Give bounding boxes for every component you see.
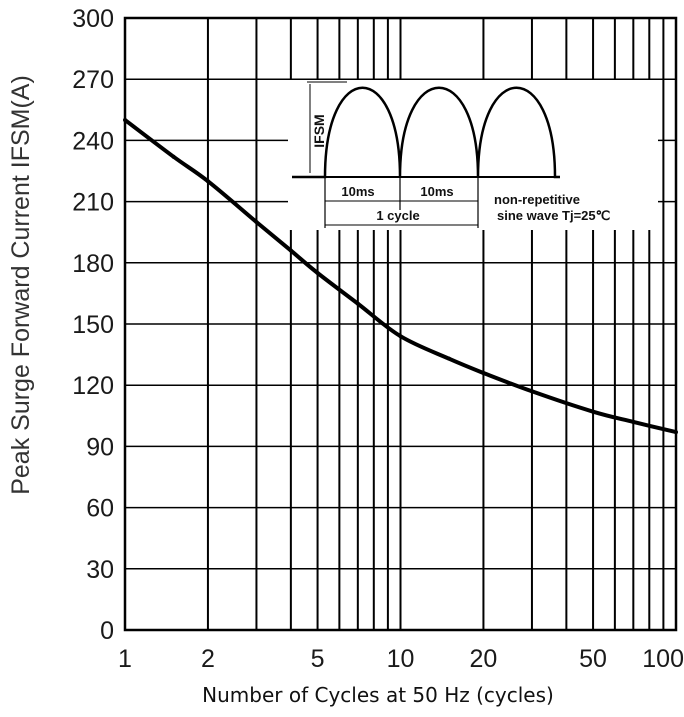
data-point: [205, 179, 210, 184]
y-tick-label: 90: [86, 433, 114, 461]
y-tick-label: 180: [72, 250, 114, 278]
series-line: [123, 118, 677, 435]
y-tick-label: 210: [72, 189, 114, 217]
y-tick-label: 300: [72, 5, 114, 33]
data-point: [447, 356, 452, 361]
data-point: [171, 154, 176, 159]
x-tick-label: 100: [642, 645, 684, 673]
inset-cycle-label: 1 cycle: [376, 208, 419, 223]
data-point: [529, 389, 534, 394]
inset-background: [288, 80, 658, 230]
data-point: [254, 220, 259, 224]
inset-interval-1: 10ms: [341, 184, 374, 199]
x-tick-label: 50: [579, 645, 607, 673]
data-point: [315, 271, 320, 275]
data-point: [288, 248, 293, 253]
x-tick-label: 1: [118, 645, 132, 673]
y-tick-label: 120: [72, 372, 114, 400]
y-tick-label: 30: [86, 556, 114, 584]
x-tick-label: 5: [311, 645, 325, 673]
x-tick-label: 10: [387, 645, 415, 673]
inset-note-line2: sine wave Tj=25℃: [497, 208, 610, 223]
x-axis-label: Number of Cycles at 50 Hz (cycles): [202, 683, 554, 707]
y-tick-label: 60: [86, 495, 114, 523]
y-axis-label: Peak Surge Forward Current IFSM(A): [7, 75, 35, 495]
plot-frame: [123, 16, 678, 632]
data-point: [355, 301, 360, 306]
x-tick-label: 20: [470, 645, 498, 673]
data-point: [481, 370, 486, 375]
y-tick-labels: 0 30 60 90 120 150 180 210 240 270 300: [72, 5, 114, 645]
y-tick-label: 0: [100, 617, 114, 645]
x-tick-label: 2: [201, 645, 215, 673]
data-point: [591, 409, 596, 414]
inset-note-line1: non-repetitive: [494, 192, 580, 207]
data-point: [631, 419, 636, 424]
inset-interval-2: 10ms: [420, 184, 453, 199]
inset-ifsm-label: IFSM: [311, 114, 327, 147]
y-tick-label: 150: [72, 311, 114, 339]
x-tick-labels: 1 2 5 10 20 50 100: [118, 645, 684, 673]
y-tick-label: 270: [72, 66, 114, 94]
waveform-inset: IFSM 10ms 10ms 1 cycle non-repetitive si…: [288, 80, 658, 230]
inset-sine-wave: [292, 86, 560, 179]
y-tick-label: 240: [72, 127, 114, 155]
data-point: [398, 334, 403, 339]
